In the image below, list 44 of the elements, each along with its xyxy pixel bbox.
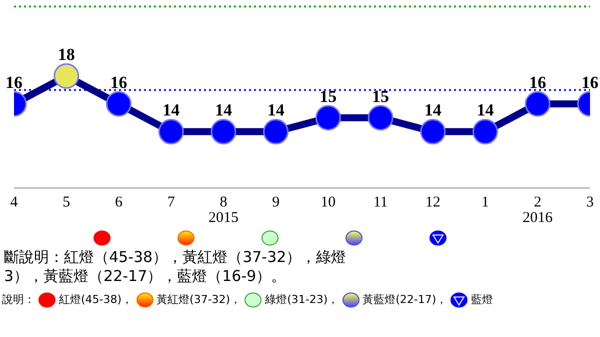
data-label: 16 (110, 72, 128, 92)
point (263, 118, 289, 144)
data-label: 16 (582, 72, 598, 92)
x-tick-label: 6 (114, 194, 123, 211)
data-label: 14 (424, 100, 442, 120)
data-label: 14 (267, 100, 285, 120)
text: 黃藍燈(22-17)， (362, 293, 448, 306)
x-tick-label: 7 (167, 194, 176, 211)
point (158, 118, 184, 144)
x-tick-label: 3 (586, 194, 594, 211)
x-tick-label: 4 (10, 194, 18, 211)
x-tick-label: 2 (534, 194, 542, 211)
text: 黃紅燈(37-32)， (156, 293, 242, 306)
point (368, 105, 394, 131)
data-label: 14 (162, 100, 180, 120)
text: 藍燈 (471, 293, 494, 306)
point (106, 91, 132, 117)
x-tick-label: 1 (482, 194, 490, 211)
text: 綠燈(31-23)， (265, 293, 339, 306)
text: 說明： (2, 293, 35, 306)
text: 3），黃藍燈（22-17），藍燈（16-9）。 (3, 267, 288, 286)
point (524, 91, 550, 117)
text: 紅燈(45-38)， (59, 293, 133, 306)
data-label: 18 (58, 45, 75, 64)
point (54, 63, 80, 89)
point (315, 105, 341, 131)
data-label: 14 (476, 100, 494, 120)
text: 斷說明：紅燈（45-38），黃紅燈（37-32），綠燈 (3, 248, 348, 267)
x-tick-label: 8 (220, 194, 228, 211)
x-tick-label: 12 (425, 194, 440, 211)
x-tick-label: 5 (62, 194, 70, 211)
point (210, 118, 236, 144)
data-label: 15 (372, 86, 390, 106)
data-label: 14 (214, 100, 232, 120)
data-label: 16 (6, 72, 22, 92)
data-label: 15 (320, 86, 337, 106)
x-tick-label: 9 (272, 194, 280, 211)
text: 2016 (522, 210, 554, 227)
point (420, 118, 446, 144)
x-tick-label: 10 (320, 194, 336, 211)
x-tick-label: 11 (373, 194, 388, 211)
text: 2015 (207, 210, 240, 227)
point (472, 118, 498, 144)
data-label: 16 (529, 72, 546, 92)
